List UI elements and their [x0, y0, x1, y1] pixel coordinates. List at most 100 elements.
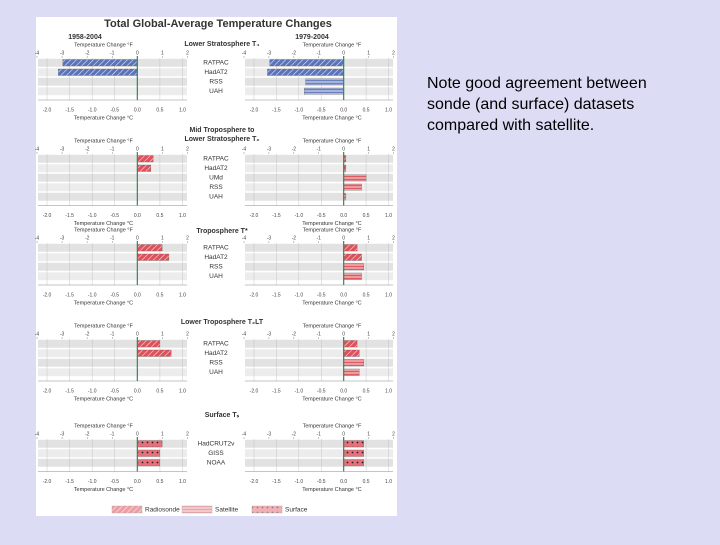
panel-title: Lower Stratosphere T₄ — [184, 41, 259, 48]
c-tick-label: 0.5 — [363, 213, 370, 219]
row-band — [38, 243, 187, 252]
bar — [343, 174, 367, 182]
f-tick-label: 1 — [367, 235, 370, 241]
legend-label: Radiosonde — [145, 507, 180, 514]
f-tick-label: 2 — [186, 431, 189, 437]
axis-label: Temperature Change °C — [74, 221, 133, 227]
row-band — [38, 164, 187, 173]
axis-label: Temperature Change °C — [74, 115, 133, 121]
c-tick-label: 0.5 — [363, 479, 370, 485]
f-tick-label: 0 — [136, 431, 139, 437]
c-tick-label: -1.0 — [295, 213, 304, 219]
axis-label: Temperature Change °C — [74, 487, 133, 493]
f-tick-label: -3 — [267, 235, 272, 241]
axis-label: Temperature Change °F — [74, 423, 133, 429]
f-tick-label: -1 — [317, 235, 322, 241]
f-tick-label: -2 — [292, 331, 297, 337]
f-tick-label: -3 — [267, 50, 272, 56]
row-label: UAH — [209, 88, 223, 95]
c-tick-label: -2.0 — [250, 107, 259, 113]
f-tick-label: -2 — [85, 50, 90, 56]
panel-title: Lower Stratosphere T₂ — [184, 136, 259, 143]
row-label: RSS — [209, 78, 223, 85]
c-tick-label: -1.5 — [65, 292, 74, 298]
c-tick-label: 1.0 — [385, 292, 392, 298]
row-band — [245, 339, 393, 348]
f-tick-label: -3 — [60, 50, 65, 56]
f-tick-label: 1 — [161, 235, 164, 241]
c-tick-label: -1.5 — [272, 479, 281, 485]
c-tick-label: 1.0 — [179, 292, 186, 298]
f-tick-label: -2 — [292, 146, 297, 152]
c-tick-label: -1.5 — [65, 388, 74, 394]
f-tick-label: -4 — [35, 146, 40, 152]
figure: Lower Stratosphere T₄ Temperature Change … — [35, 41, 395, 514]
f-tick-label: 1 — [161, 331, 164, 337]
c-tick-label: 0.5 — [156, 213, 163, 219]
f-tick-label: -3 — [60, 235, 65, 241]
c-tick-label: 1.0 — [385, 107, 392, 113]
f-tick-label: -1 — [110, 431, 115, 437]
row-band — [38, 87, 187, 96]
c-tick-label: -0.5 — [110, 479, 119, 485]
row-band — [38, 192, 187, 201]
bar — [137, 459, 161, 467]
row-label: NOAA — [207, 459, 226, 466]
panel-title: Lower Troposphere T₂LT — [181, 319, 264, 326]
c-tick-label: -0.5 — [317, 107, 326, 113]
f-tick-label: 2 — [186, 146, 189, 152]
f-tick-label: -1 — [317, 431, 322, 437]
c-tick-label: 0.0 — [134, 479, 141, 485]
c-tick-label: 0.0 — [340, 213, 347, 219]
f-tick-label: 0 — [136, 50, 139, 56]
row-label: GISS — [208, 450, 224, 457]
c-tick-label: -2.0 — [250, 388, 259, 394]
row-band — [38, 358, 187, 367]
f-tick-label: -3 — [60, 146, 65, 152]
bar — [62, 59, 138, 67]
f-tick-label: -4 — [242, 146, 247, 152]
row-band — [245, 154, 393, 163]
panel-title: Troposphere T* — [196, 228, 248, 235]
note-line: Note good agreement between — [427, 75, 647, 92]
c-tick-label: -1.5 — [65, 107, 74, 113]
row-label: HadAT2 — [204, 350, 228, 357]
c-tick-label: 0.0 — [340, 292, 347, 298]
figure-title: Total Global-Average Temperature Changes — [104, 18, 332, 30]
f-tick-label: -4 — [35, 235, 40, 241]
c-tick-label: -1.0 — [295, 292, 304, 298]
row-band — [245, 262, 393, 271]
f-tick-label: -1 — [110, 50, 115, 56]
panel-title: Surface Tₛ — [205, 412, 240, 419]
row-band — [38, 253, 187, 262]
f-tick-label: 2 — [392, 235, 395, 241]
bar — [343, 253, 362, 261]
c-tick-label: -0.5 — [110, 292, 119, 298]
row-label: HadAT2 — [204, 69, 228, 76]
bar — [343, 368, 360, 376]
f-tick-label: 1 — [367, 50, 370, 56]
row-band — [38, 173, 187, 182]
row-band — [38, 183, 187, 192]
axis-label: Temperature Change °C — [302, 115, 361, 121]
bar — [137, 253, 170, 261]
row-band — [38, 262, 187, 271]
f-tick-label: 2 — [392, 146, 395, 152]
f-tick-label: -2 — [85, 146, 90, 152]
row-label: HadCRUT2v — [198, 440, 236, 447]
c-tick-label: -0.5 — [317, 292, 326, 298]
f-tick-label: 1 — [161, 146, 164, 152]
bar — [137, 155, 154, 163]
row-label: HadAT2 — [204, 254, 228, 261]
c-tick-label: 0.0 — [134, 107, 141, 113]
f-tick-label: 0 — [342, 50, 345, 56]
row-band — [245, 358, 393, 367]
f-tick-label: -4 — [35, 431, 40, 437]
row-band — [38, 449, 187, 458]
row-label: UAH — [209, 369, 223, 376]
f-tick-label: -4 — [242, 50, 247, 56]
bar — [343, 263, 364, 271]
bar — [305, 78, 344, 86]
c-tick-label: 0.0 — [134, 213, 141, 219]
